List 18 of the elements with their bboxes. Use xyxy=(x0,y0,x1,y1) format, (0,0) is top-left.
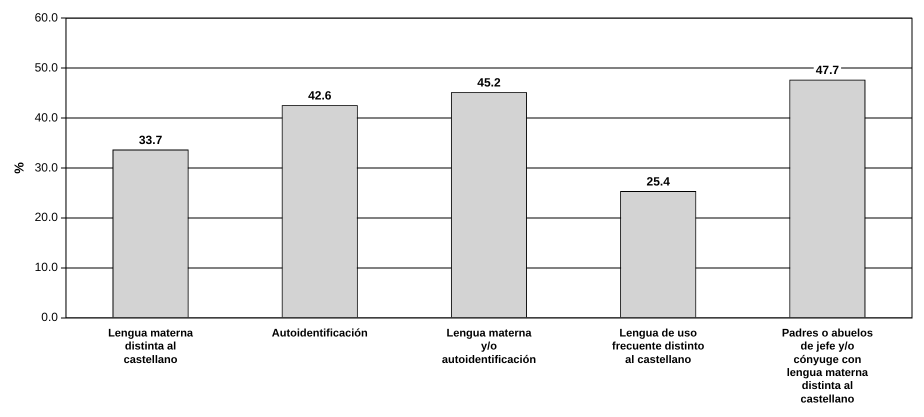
x-tick-label: Autoidentificación xyxy=(272,327,368,340)
y-tick-label: 60.0 xyxy=(34,10,58,25)
x-tick-label: Padres o abuelos de jefe y/o cónyuge con lengua materna distinta al castellano xyxy=(782,327,873,406)
y-axis-title: % xyxy=(11,162,26,174)
data-label: 47.7 xyxy=(816,62,840,77)
data-label: 33.7 xyxy=(138,132,163,147)
y-tick-label: 30.0 xyxy=(34,160,58,174)
y-tick-label: 20.0 xyxy=(34,210,58,224)
y-tick-label: 0.0 xyxy=(41,310,58,324)
x-tick-label: Lengua materna distinta al castellano xyxy=(108,327,194,366)
y-tick-label: 10.0 xyxy=(34,260,58,274)
y-tick-label: 50.0 xyxy=(34,60,58,74)
y-tick-label: 40.0 xyxy=(34,110,58,124)
data-label: 45.2 xyxy=(477,75,501,90)
x-tick-label: Lengua de uso frecuente distinto al castellano xyxy=(612,327,705,366)
x-tick-label: Lengua materna y/o autoidentificación xyxy=(442,327,536,366)
data-label: 42.6 xyxy=(308,88,332,102)
data-label: 25.4 xyxy=(646,174,670,188)
